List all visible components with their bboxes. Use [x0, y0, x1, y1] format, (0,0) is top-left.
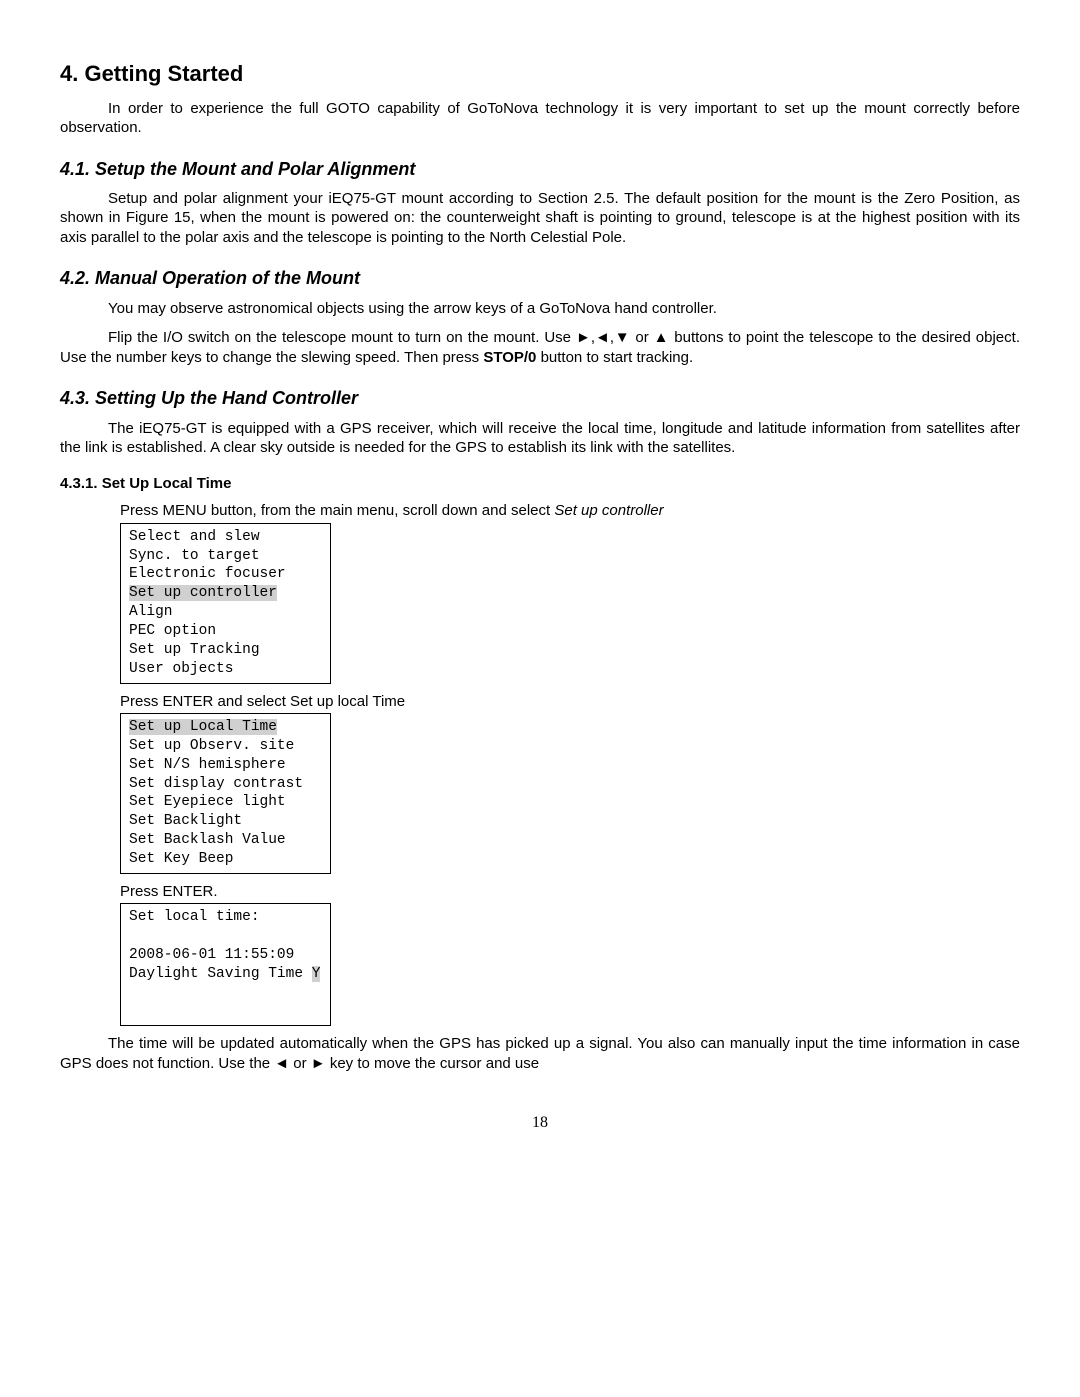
instruction-1: Press MENU button, from the main menu, s…: [120, 501, 1020, 521]
text-run: Press MENU button, from the main menu, s…: [120, 502, 554, 519]
intro-paragraph: In order to experience the full GOTO cap…: [60, 99, 1020, 138]
heading-4-2: 4.2. Manual Operation of the Mount: [60, 267, 1020, 290]
paragraph-gps-time: The time will be updated automatically w…: [60, 1034, 1020, 1073]
page-number: 18: [60, 1113, 1020, 1134]
instruction-3: Press ENTER.: [120, 882, 1020, 902]
paragraph-4-2a: You may observe astronomical objects usi…: [60, 299, 1020, 319]
instruction-2: Press ENTER and select Set up local Time: [120, 692, 1020, 712]
lcd-screen-local-time: Set local time: 2008-06-01 11:55:09 Dayl…: [120, 903, 331, 1026]
heading-4-3-1: 4.3.1. Set Up Local Time: [60, 474, 1020, 494]
paragraph-4-3: The iEQ75-GT is equipped with a GPS rece…: [60, 419, 1020, 458]
text-run: button to start tracking.: [536, 349, 693, 366]
menu-ref-setup-controller: Set up controller: [554, 502, 663, 519]
stop0-label: STOP/0: [483, 349, 536, 366]
paragraph-4-1: Setup and polar alignment your iEQ75-GT …: [60, 189, 1020, 248]
heading-4-3: 4.3. Setting Up the Hand Controller: [60, 387, 1020, 410]
paragraph-4-2b: Flip the I/O switch on the telescope mou…: [60, 328, 1020, 367]
heading-getting-started: 4. Getting Started: [60, 60, 1020, 89]
heading-4-1: 4.1. Setup the Mount and Polar Alignment: [60, 158, 1020, 181]
lcd-screen-main-menu: Select and slew Sync. to target Electron…: [120, 523, 331, 684]
lcd-screen-setup-menu: Set up Local Time Set up Observ. site Se…: [120, 713, 331, 874]
